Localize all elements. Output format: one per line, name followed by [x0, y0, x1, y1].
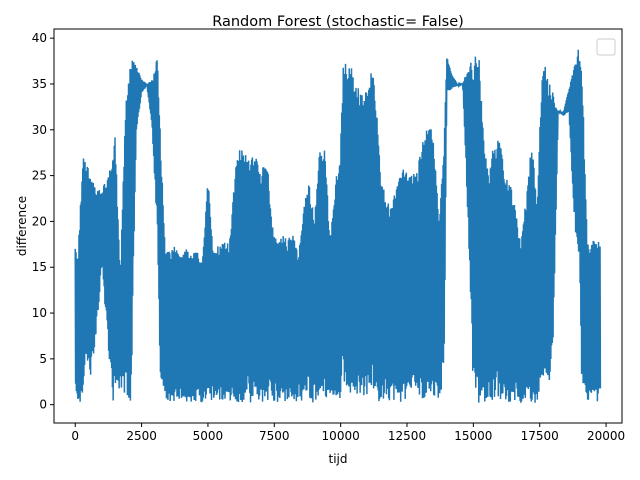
- x-axis-label: tijd: [329, 452, 348, 466]
- y-tick-label: 20: [32, 214, 47, 228]
- series-layer: [74, 49, 602, 403]
- series-line: [74, 49, 602, 403]
- y-tick-label: 40: [32, 31, 47, 45]
- legend-box: [596, 38, 616, 56]
- x-tick-label: 2500: [126, 429, 157, 443]
- x-tick-label: 0: [71, 429, 79, 443]
- y-tick-label: 15: [32, 260, 47, 274]
- x-tick-label: 17500: [521, 429, 559, 443]
- x-tick-label: 20000: [587, 429, 625, 443]
- chart-title: Random Forest (stochastic= False): [212, 14, 464, 30]
- plot-frame: [53, 28, 623, 424]
- x-tick-label: 7500: [259, 429, 290, 443]
- axes-layer: 0 2500 5000 7500 10000 12500 15000 17500 20000 0 5…: [32, 31, 625, 443]
- x-tick-label: 5000: [193, 429, 224, 443]
- y-axis-label: difference: [15, 196, 29, 256]
- x-tick-label: 10000: [322, 429, 360, 443]
- y-tick-label: 0: [39, 398, 47, 412]
- y-tick-label: 30: [32, 123, 47, 137]
- x-tick-label: 12500: [388, 429, 426, 443]
- y-tick-label: 5: [39, 352, 47, 366]
- x-tick-label: 15000: [454, 429, 492, 443]
- y-tick-label: 25: [32, 169, 47, 183]
- y-tick-label: 10: [32, 306, 47, 320]
- y-tick-label: 35: [32, 77, 47, 91]
